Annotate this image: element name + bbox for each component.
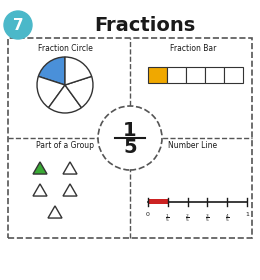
Polygon shape [33, 162, 47, 174]
Wedge shape [49, 85, 81, 113]
Polygon shape [33, 184, 47, 196]
Wedge shape [65, 57, 92, 85]
Polygon shape [63, 162, 77, 174]
Text: 7: 7 [13, 18, 23, 32]
Text: Part of a Group: Part of a Group [36, 141, 94, 150]
Text: Fraction Circle: Fraction Circle [37, 43, 93, 53]
Bar [186, 67, 205, 83]
Polygon shape [48, 206, 62, 218]
Text: 0: 0 [146, 212, 150, 217]
Bar [205, 67, 224, 83]
Wedge shape [38, 57, 65, 85]
Circle shape [4, 11, 32, 39]
Bar [148, 67, 167, 83]
Text: Number Line: Number Line [168, 141, 218, 150]
Text: Fractions: Fractions [94, 15, 196, 34]
Polygon shape [63, 184, 77, 196]
Text: $\frac{1}{5}$: $\frac{1}{5}$ [165, 212, 170, 224]
Bar [148, 199, 168, 204]
Bar [167, 67, 186, 83]
Bar [224, 67, 243, 83]
Wedge shape [37, 76, 65, 108]
Text: 1: 1 [123, 120, 137, 139]
Circle shape [98, 106, 162, 170]
Text: 1: 1 [245, 212, 249, 217]
Wedge shape [65, 76, 93, 108]
Text: $\frac{4}{5}$: $\frac{4}{5}$ [225, 212, 230, 224]
Text: $\frac{2}{5}$: $\frac{2}{5}$ [185, 212, 190, 224]
Text: $\frac{3}{5}$: $\frac{3}{5}$ [205, 212, 210, 224]
Text: 5: 5 [123, 137, 137, 157]
Text: Fraction Bar: Fraction Bar [170, 43, 216, 53]
